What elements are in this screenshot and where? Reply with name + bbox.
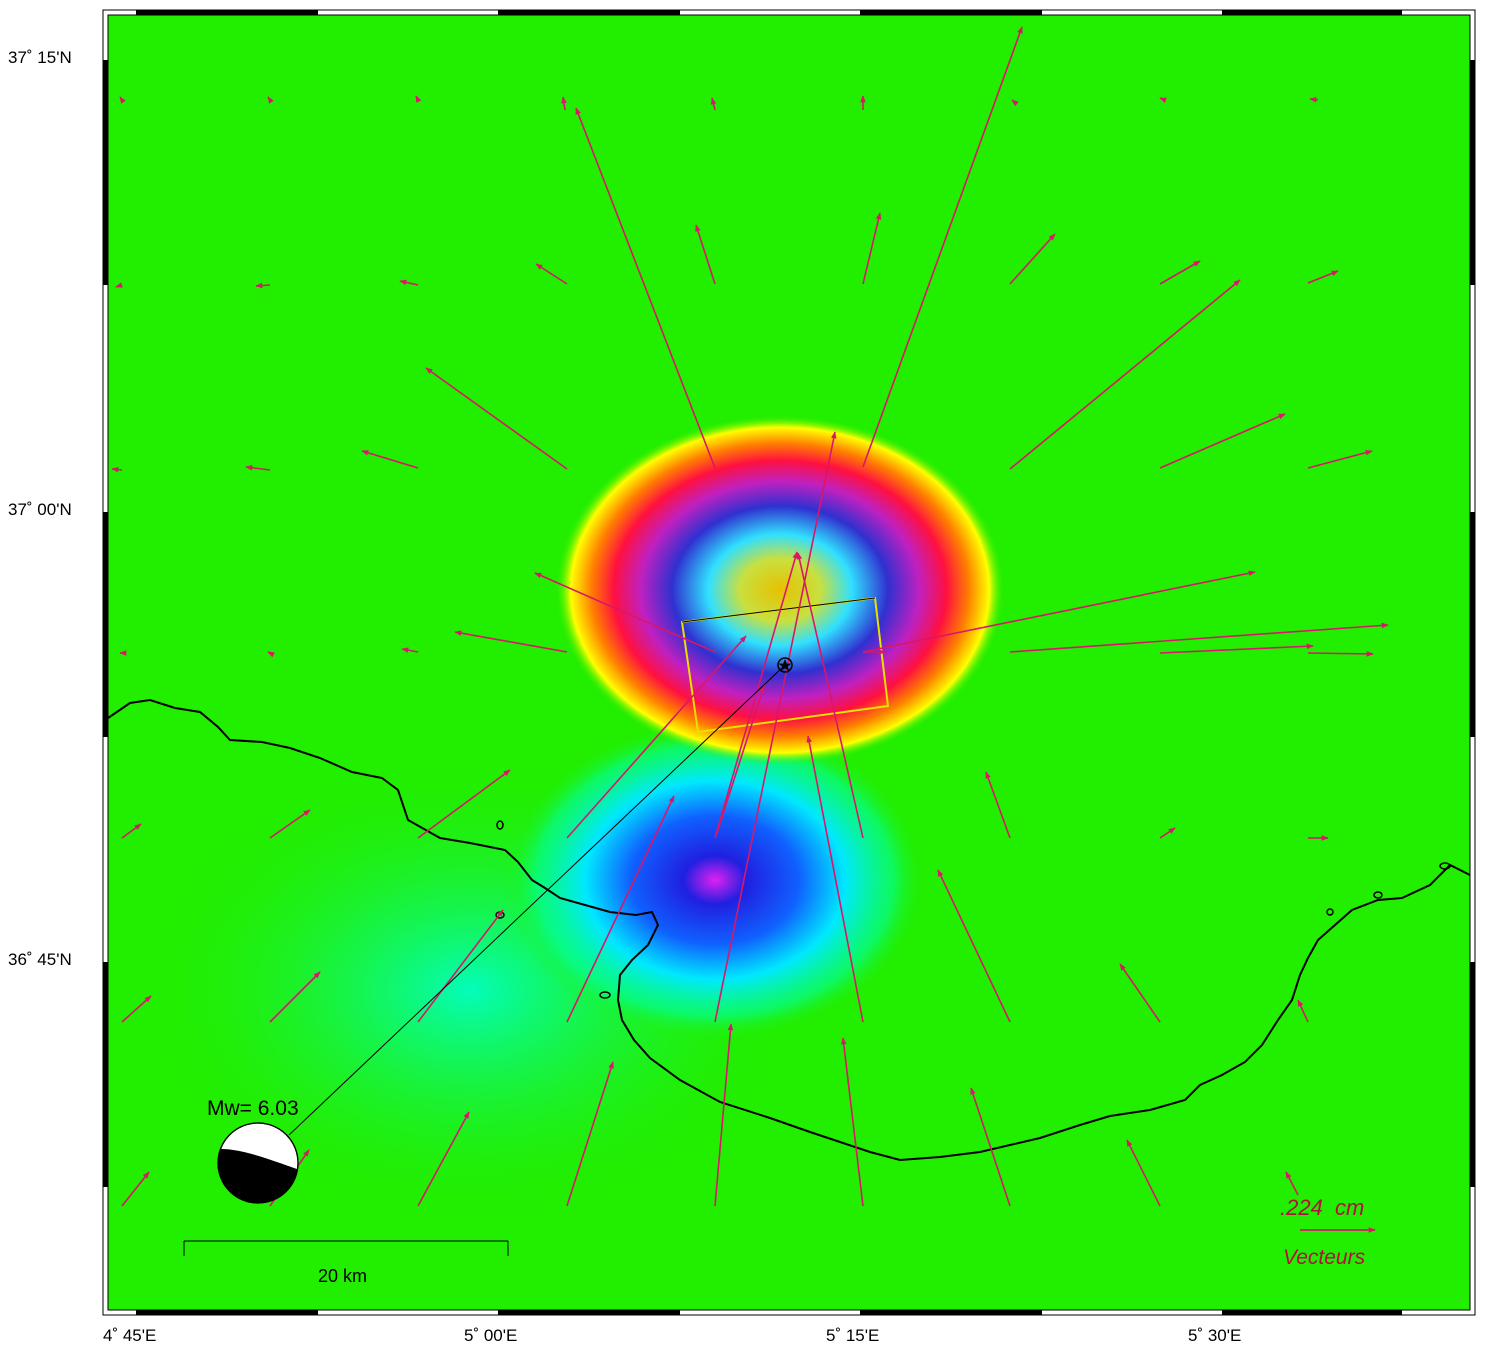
displacement-vector: [415, 95, 422, 103]
displacement-vector: [862, 26, 1023, 468]
displacement-vector: [566, 635, 747, 839]
scale-bar-label: 20 km: [318, 1266, 367, 1286]
displacement-vector: [1309, 97, 1319, 103]
displacement-vector: [1159, 413, 1286, 469]
mechanism-connector-line: [288, 664, 786, 1136]
displacement-vector: [111, 466, 123, 473]
displacement-vector: [806, 735, 864, 1023]
displacement-vector: [1159, 643, 1314, 654]
vector-legend-label: Vecteurs: [1283, 1246, 1366, 1269]
displacement-vector: [1009, 279, 1241, 470]
displacement-vector: [269, 971, 321, 1023]
displacement-vector: [267, 96, 274, 104]
displacement-vector: [361, 450, 419, 469]
displacement-vector: [985, 771, 1011, 839]
displacement-vector: [575, 107, 716, 469]
displacement-vector: [121, 823, 142, 839]
displacement-vector: [937, 869, 1011, 1023]
scale-bar: [183, 1240, 509, 1256]
displacement-vector: [710, 97, 717, 111]
displacement-vector: [714, 1023, 734, 1207]
displacement-vector: [715, 685, 765, 837]
displacement-vectors: [111, 26, 1389, 1207]
displacement-vector: [840, 1037, 864, 1207]
displacement-vector: [1159, 97, 1167, 103]
displacement-vector: [1119, 963, 1161, 1023]
displacement-vector: [115, 282, 123, 288]
lon-label-5-15: 5˚ 15'E: [826, 1326, 880, 1345]
subsidence-lobe: [505, 720, 925, 1040]
displacement-vector: [1011, 99, 1019, 107]
displacement-vector: [425, 367, 568, 470]
lat-label-37-00: 37˚ 00'N: [8, 500, 72, 519]
magnitude-label: Mw= 6.03: [207, 1097, 299, 1120]
displacement-vector: [1159, 260, 1201, 285]
lat-label-37-15: 37˚ 15'N: [8, 48, 72, 67]
displacement-vector: [1285, 1171, 1299, 1196]
map-frame: [102, 9, 1476, 1316]
displacement-vector: [566, 1061, 614, 1207]
fault-top-edge: [681, 597, 876, 623]
displacement-vector: [796, 552, 864, 839]
islets: [495, 820, 1451, 999]
lon-label-5-00: 5˚ 00'E: [464, 1326, 518, 1345]
displacement-vector: [269, 809, 311, 839]
epicenter-star-icon: [777, 657, 793, 673]
displacement-vector: [1307, 449, 1373, 469]
displacement-vector: [1307, 270, 1339, 284]
displacement-vector: [454, 630, 568, 653]
displacement-vector: [1009, 233, 1056, 285]
coastline: [107, 698, 1471, 1162]
displacement-vector: [695, 224, 716, 285]
uplift-lobe: [555, 415, 1005, 765]
lon-label-4-45: 4˚ 45'E: [103, 1326, 157, 1345]
displacement-vector: [566, 795, 675, 1023]
displacement-vector: [119, 96, 126, 104]
displacement-vector: [561, 96, 567, 111]
lat-label-36-45: 36˚ 45'N: [8, 950, 72, 969]
lon-label-5-30: 5˚ 30'E: [1188, 1326, 1242, 1345]
displacement-vector: [401, 647, 419, 653]
displacement-vector: [1159, 827, 1176, 839]
displacement-vector: [267, 651, 275, 658]
displacement-vector: [862, 212, 882, 285]
displacement-vector: [714, 551, 798, 839]
displacement-vector: [714, 431, 837, 1023]
displacement-vector: [399, 279, 419, 286]
vector-scale-value: .224 cm: [1280, 1195, 1364, 1220]
displacement-vector: [970, 1087, 1011, 1207]
displacement-vector: [121, 995, 152, 1023]
displacement-vector: [255, 282, 271, 289]
displacement-vector: [417, 1111, 470, 1207]
displacement-vector: [1297, 999, 1309, 1023]
displacement-vector: [1009, 622, 1389, 653]
displacement-vector: [417, 909, 504, 1023]
displacement-vector: [535, 263, 568, 285]
displacement-vector: [1126, 1139, 1161, 1207]
displacement-vector: [862, 570, 1256, 653]
displacement-vector: [534, 572, 716, 653]
displacement-vector: [1307, 651, 1374, 657]
displacement-vector: [417, 769, 511, 839]
displacement-vector: [121, 1171, 150, 1207]
displacement-vector: [245, 465, 271, 471]
